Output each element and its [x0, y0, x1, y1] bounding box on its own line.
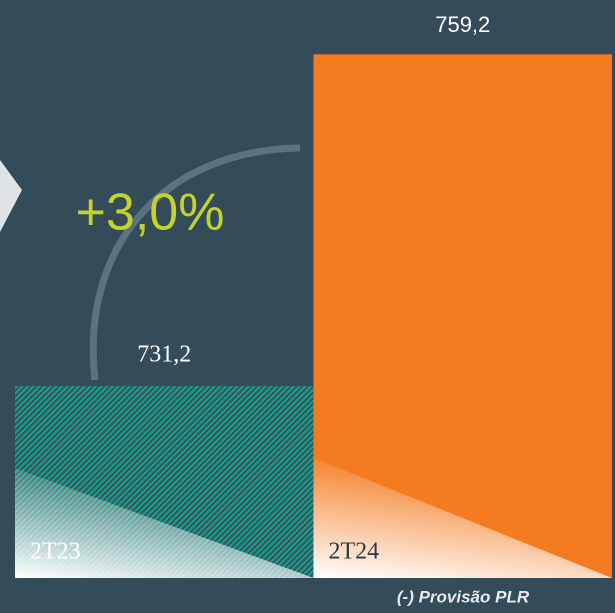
x-tick-label: 2T24	[329, 539, 380, 565]
value-label: 759,2	[435, 12, 490, 37]
arrow-shape	[0, 160, 22, 232]
value-label: 731,2	[137, 342, 191, 368]
footnote: (-) Provisão PLR	[397, 587, 530, 606]
arc	[89, 144, 301, 381]
bar	[313, 54, 612, 578]
marks: 2T23 731,2 2T24 759,2	[15, 12, 612, 578]
x-tick-label: 2T23	[30, 539, 81, 565]
annotation: +3,0%	[76, 184, 225, 242]
